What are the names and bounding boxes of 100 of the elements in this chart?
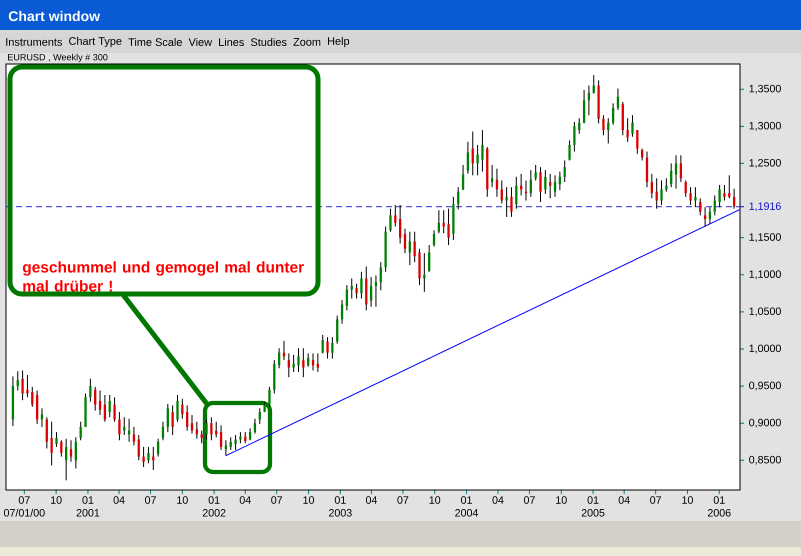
candlestick bbox=[21, 370, 24, 401]
candlestick bbox=[138, 434, 140, 461]
candlestick bbox=[505, 186, 508, 218]
candlestick bbox=[520, 173, 522, 196]
annotation: geschummel und gemogel mal dunter mal drüber ! bbox=[22, 261, 304, 292]
x-tick-label: 07 bbox=[145, 496, 156, 504]
candlestick bbox=[200, 430, 203, 444]
candlestick bbox=[80, 421, 82, 441]
x-tick-label: 04 bbox=[114, 496, 125, 504]
candlestick bbox=[152, 446, 154, 470]
candlestick bbox=[530, 170, 532, 198]
candlestick bbox=[230, 436, 232, 450]
candlestick bbox=[142, 446, 145, 468]
x-tick-label: 04 bbox=[366, 496, 378, 504]
candlestick bbox=[156, 438, 160, 458]
candlestick bbox=[549, 173, 552, 199]
candlestick bbox=[346, 284, 348, 311]
candlestick bbox=[723, 184, 726, 202]
candlestick bbox=[181, 398, 184, 420]
ref-line-label: 1,1916 bbox=[750, 202, 781, 212]
candlestick bbox=[292, 354, 295, 372]
candlestick bbox=[665, 178, 668, 192]
candlestick bbox=[573, 121, 576, 152]
candlestick bbox=[108, 394, 111, 418]
candlestick bbox=[457, 186, 460, 210]
x-tick-label: 04 bbox=[618, 496, 630, 504]
candlestick bbox=[74, 436, 77, 469]
candlestick bbox=[205, 418, 208, 440]
candlestick bbox=[123, 416, 126, 436]
candlestick bbox=[196, 421, 198, 440]
candlestick bbox=[544, 170, 546, 194]
text: View bbox=[188, 38, 212, 46]
candlestick bbox=[336, 315, 338, 344]
candlestick bbox=[282, 340, 286, 361]
text: Time Scale bbox=[128, 38, 182, 46]
x-tick-label: 01 2006 bbox=[708, 496, 731, 517]
x-tick-label: 04 bbox=[492, 496, 504, 504]
candlestick bbox=[650, 173, 653, 199]
y-tick-label: 0,9000 bbox=[749, 418, 781, 428]
candlestick bbox=[331, 336, 334, 360]
candlestick bbox=[684, 180, 687, 198]
text: Zoom bbox=[293, 38, 320, 46]
text: Instruments bbox=[6, 38, 62, 46]
candlestick bbox=[46, 416, 48, 449]
candlestick bbox=[350, 278, 353, 300]
x-tick-label: 01 2003 bbox=[329, 496, 352, 517]
x-tick-label: 07 bbox=[397, 496, 408, 504]
candlestick bbox=[244, 432, 246, 444]
candlestick bbox=[89, 378, 92, 402]
candlestick bbox=[224, 440, 228, 456]
candlestick bbox=[442, 210, 445, 234]
candlestick bbox=[607, 118, 610, 144]
candlestick bbox=[186, 404, 188, 432]
candlestick bbox=[728, 174, 730, 199]
candlestick bbox=[355, 283, 358, 300]
candlestick bbox=[302, 348, 304, 378]
y-tick-label: 1,1000 bbox=[750, 270, 781, 280]
candlestick bbox=[631, 114, 634, 138]
candlestick bbox=[172, 404, 174, 436]
candlestick bbox=[732, 188, 736, 210]
candlestick bbox=[408, 231, 411, 266]
candlestick bbox=[718, 184, 721, 208]
candlestick bbox=[316, 352, 320, 372]
x-tick-label: 10 bbox=[51, 496, 62, 504]
x-tick-label: 01 2001 bbox=[76, 496, 100, 517]
y-tick-label: 1,2500 bbox=[750, 159, 781, 168]
candlestick bbox=[215, 421, 218, 438]
y-tick-label: 1,0000 bbox=[750, 344, 781, 354]
y-tick-label: 0,9500 bbox=[749, 382, 781, 390]
x-tick-label: 10 bbox=[682, 496, 693, 504]
x-tick-label: 10 bbox=[177, 496, 188, 504]
y-tick-label: 1,1500 bbox=[750, 233, 781, 242]
candlestick bbox=[534, 164, 537, 182]
candlestick bbox=[374, 275, 378, 308]
x-tick-label: 01 2005 bbox=[582, 496, 604, 517]
candlestick bbox=[558, 171, 562, 191]
candlestick bbox=[578, 118, 580, 134]
candlestick bbox=[500, 180, 503, 204]
candlestick bbox=[166, 403, 169, 433]
candlestick bbox=[592, 74, 595, 94]
x-tick-label: 07 07/01/00 bbox=[4, 496, 45, 517]
candlestick bbox=[65, 438, 68, 481]
chart-subtitle: EURUSD , Weekly # 300 bbox=[8, 54, 108, 62]
candlestick bbox=[641, 148, 644, 161]
y-tick-label: 1,3000 bbox=[750, 122, 781, 131]
candlestick bbox=[307, 352, 310, 368]
candlestick bbox=[438, 210, 440, 234]
candlestick bbox=[515, 176, 518, 210]
x-tick-label: 10 bbox=[430, 496, 440, 504]
candlestick bbox=[104, 394, 106, 422]
candlestick bbox=[128, 418, 130, 442]
text: Lines bbox=[219, 38, 244, 46]
candlestick bbox=[564, 160, 566, 182]
candlestick bbox=[626, 118, 629, 142]
candlestick bbox=[612, 102, 614, 126]
x-tick-label: 07 bbox=[271, 496, 282, 504]
candlestick bbox=[210, 416, 213, 441]
x-tick-label: 10 bbox=[303, 496, 314, 504]
y-tick-label: 1,3500 bbox=[750, 84, 781, 94]
candlestick bbox=[16, 370, 19, 392]
